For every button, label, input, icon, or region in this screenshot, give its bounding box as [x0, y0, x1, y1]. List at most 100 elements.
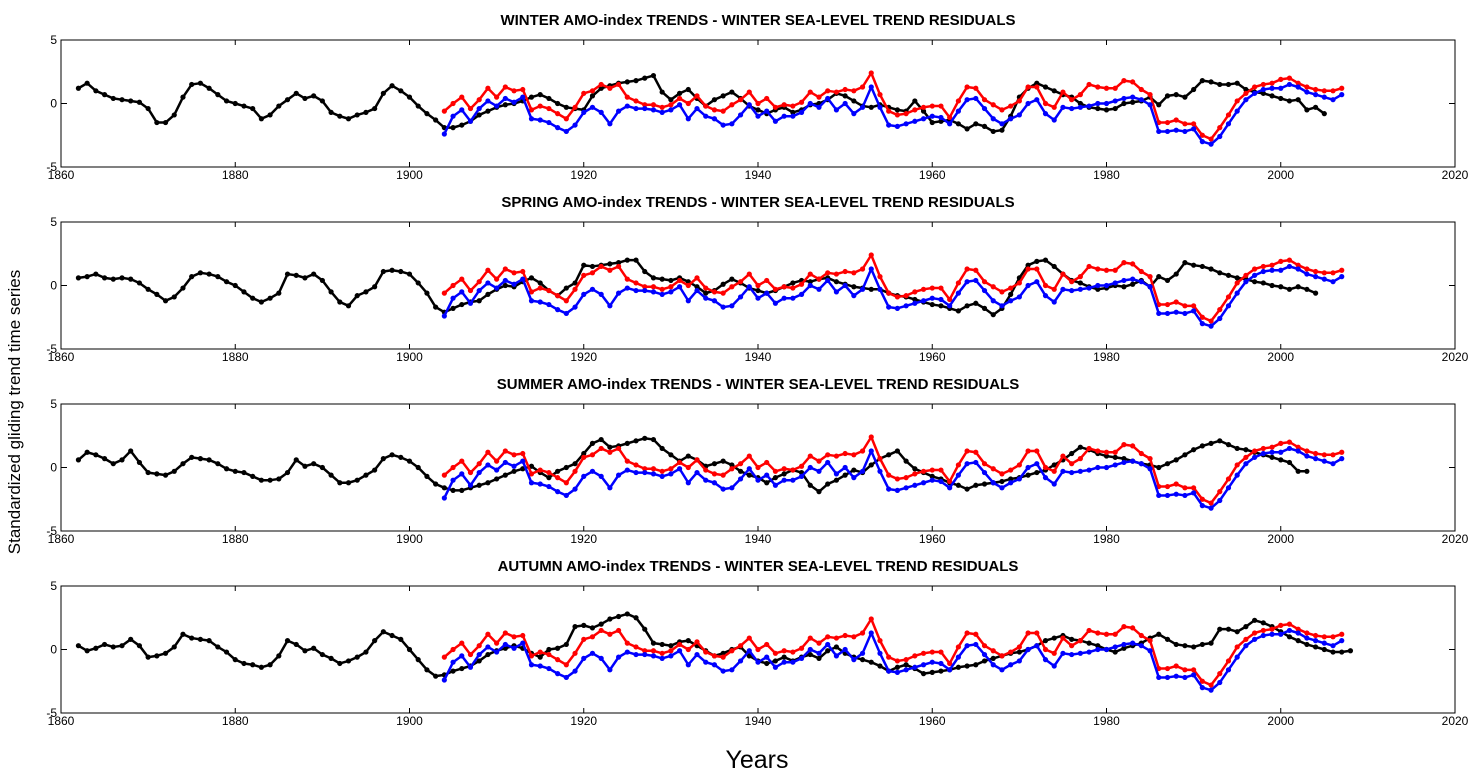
data-point — [1330, 88, 1336, 94]
data-point — [467, 105, 474, 112]
data-point — [894, 658, 901, 664]
data-point — [1138, 461, 1144, 467]
data-point — [624, 257, 630, 263]
data-point — [1112, 98, 1118, 104]
data-point — [1034, 461, 1040, 467]
data-point — [476, 461, 482, 467]
data-point — [1060, 650, 1066, 656]
data-point — [1278, 440, 1284, 446]
data-point — [999, 289, 1005, 295]
data-point — [1095, 643, 1101, 649]
data-point — [903, 475, 909, 481]
data-point — [563, 662, 569, 668]
data-point — [624, 103, 630, 109]
data-point — [694, 287, 700, 294]
data-point — [859, 468, 866, 474]
data-point — [772, 482, 779, 488]
data-point — [999, 127, 1005, 133]
data-point — [162, 472, 169, 478]
data-point — [764, 108, 770, 114]
data-point — [1164, 483, 1171, 490]
data-point — [1304, 453, 1310, 459]
data-point — [1173, 117, 1179, 123]
data-point — [616, 627, 622, 634]
data-point — [1103, 267, 1110, 273]
data-point — [1286, 263, 1293, 270]
data-point — [1173, 663, 1179, 669]
data-point — [650, 72, 657, 79]
data-point — [642, 626, 648, 632]
data-point — [755, 295, 761, 301]
data-point — [1051, 104, 1057, 110]
data-point — [703, 113, 709, 119]
data-point — [1234, 108, 1240, 114]
data-point — [415, 103, 421, 109]
data-point — [485, 280, 491, 286]
data-point — [964, 303, 970, 309]
data-point — [1147, 274, 1153, 280]
data-point — [232, 657, 238, 663]
data-point — [685, 480, 691, 486]
data-point — [833, 453, 840, 459]
data-point — [119, 643, 125, 649]
data-point — [1339, 274, 1345, 280]
data-point — [171, 468, 177, 474]
data-point — [912, 107, 918, 113]
data-point — [1042, 282, 1049, 289]
x-tick-label: 2020 — [1442, 714, 1469, 728]
data-point — [624, 276, 630, 282]
data-point — [947, 660, 953, 667]
data-point — [1086, 445, 1092, 452]
data-point — [441, 677, 447, 683]
data-point — [502, 95, 508, 102]
data-point — [1225, 121, 1232, 127]
data-point — [1095, 105, 1101, 112]
data-point — [1260, 450, 1266, 457]
data-point — [398, 636, 404, 642]
data-point — [1286, 459, 1293, 466]
data-point — [1199, 503, 1205, 509]
data-point — [685, 464, 691, 471]
data-point — [920, 662, 927, 668]
data-point — [1095, 448, 1101, 454]
data-point — [1304, 107, 1310, 113]
data-point — [1269, 85, 1275, 91]
data-point — [1077, 104, 1083, 110]
data-point — [93, 645, 99, 651]
data-point — [1147, 648, 1153, 654]
data-point — [563, 492, 569, 499]
data-point — [284, 638, 291, 644]
data-point — [842, 646, 848, 653]
data-point — [1086, 627, 1092, 634]
data-point — [720, 668, 726, 674]
data-point — [1217, 307, 1223, 313]
data-point — [1286, 439, 1293, 445]
data-point — [955, 290, 961, 296]
data-point — [93, 452, 99, 458]
data-point — [1034, 84, 1040, 90]
data-point — [389, 267, 395, 273]
data-point — [781, 471, 787, 477]
data-point — [476, 643, 482, 649]
data-point — [833, 89, 840, 95]
data-point — [1295, 266, 1301, 272]
data-point — [520, 640, 526, 646]
data-point — [337, 299, 343, 305]
data-point — [450, 125, 456, 131]
data-point — [581, 636, 587, 642]
data-point — [676, 459, 683, 466]
data-point — [101, 92, 108, 98]
data-point — [1286, 257, 1293, 263]
data-point — [920, 286, 927, 292]
data-point — [1164, 128, 1171, 135]
data-point — [729, 102, 735, 108]
data-point — [1112, 631, 1118, 637]
data-point — [877, 650, 883, 656]
data-point — [929, 467, 935, 473]
data-point — [232, 100, 238, 107]
data-point — [746, 648, 752, 654]
data-point — [764, 459, 770, 466]
data-point — [154, 471, 160, 477]
data-point — [798, 281, 805, 287]
data-point — [241, 469, 247, 476]
